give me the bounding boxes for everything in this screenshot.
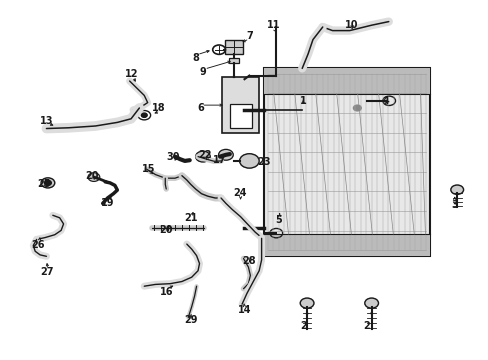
Bar (222, 77, 259, 133)
Text: 25: 25 (37, 179, 51, 189)
Bar (264, 68, 429, 256)
Text: 24: 24 (232, 188, 246, 198)
Circle shape (353, 105, 361, 111)
Text: 23: 23 (257, 157, 270, 167)
Bar (229, 104, 251, 128)
Text: 16: 16 (159, 287, 173, 297)
Text: 21: 21 (183, 213, 197, 223)
Text: 2: 2 (363, 321, 369, 331)
Text: 12: 12 (125, 69, 139, 79)
Text: 30: 30 (166, 152, 180, 162)
Text: 10: 10 (345, 20, 358, 30)
Circle shape (44, 180, 51, 185)
Text: 17: 17 (213, 155, 226, 165)
Circle shape (41, 178, 55, 188)
Text: 13: 13 (40, 116, 53, 126)
Text: 29: 29 (183, 315, 197, 325)
Text: 19: 19 (101, 198, 114, 208)
Text: 11: 11 (266, 20, 280, 30)
Text: 2: 2 (299, 321, 306, 331)
Text: 5: 5 (275, 215, 282, 225)
Bar (264, 68, 429, 94)
Circle shape (141, 113, 147, 117)
Text: 7: 7 (245, 31, 252, 41)
Circle shape (218, 149, 233, 160)
Text: 20: 20 (159, 225, 173, 235)
Text: 8: 8 (192, 53, 199, 63)
Text: 14: 14 (237, 305, 251, 315)
Text: 1: 1 (299, 96, 306, 106)
Circle shape (88, 173, 100, 181)
Bar (224, 40, 242, 54)
Text: 6: 6 (197, 103, 203, 113)
Bar (228, 58, 238, 63)
Text: 20: 20 (85, 171, 99, 181)
Text: 26: 26 (31, 240, 45, 250)
Circle shape (195, 151, 210, 162)
Text: 3: 3 (450, 200, 457, 210)
Text: 18: 18 (152, 103, 165, 113)
Text: 15: 15 (142, 164, 156, 174)
Text: 28: 28 (242, 256, 256, 266)
Circle shape (239, 154, 259, 168)
Bar (264, 234, 429, 256)
Circle shape (364, 298, 378, 308)
Circle shape (450, 185, 463, 194)
Text: 4: 4 (382, 96, 389, 106)
Text: 9: 9 (199, 67, 206, 77)
Text: 22: 22 (198, 150, 212, 160)
Text: 27: 27 (41, 267, 54, 277)
Circle shape (300, 298, 313, 308)
